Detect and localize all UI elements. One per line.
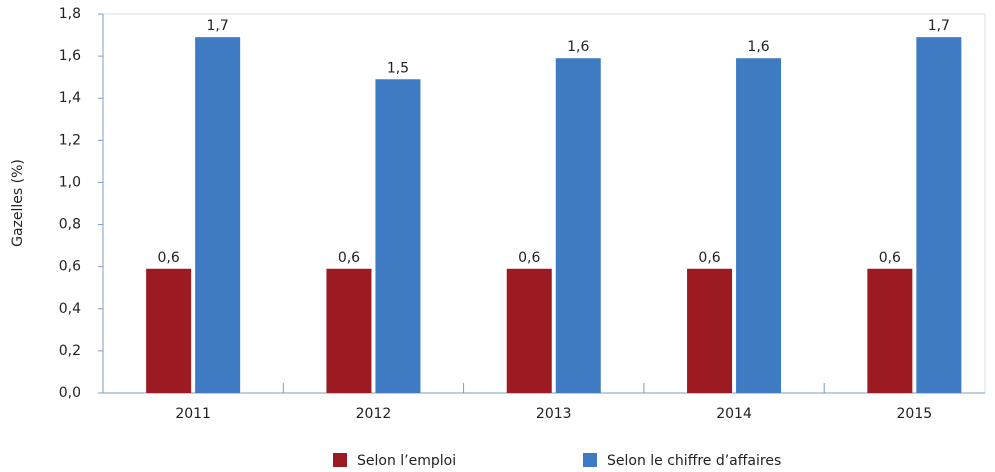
legend-label: Selon le chiffre d’affaires xyxy=(607,453,781,469)
x-tick-label: 2015 xyxy=(897,406,933,422)
legend-swatch xyxy=(583,453,597,467)
value-label: 0,6 xyxy=(698,250,720,266)
y-tick-label: 1,8 xyxy=(59,6,81,22)
y-tick-label: 0,4 xyxy=(59,301,81,317)
bar xyxy=(916,37,962,394)
bar xyxy=(867,268,913,393)
value-label: 1,7 xyxy=(207,18,229,34)
legend-swatch xyxy=(333,453,347,467)
y-tick-label: 1,0 xyxy=(59,174,81,190)
bar xyxy=(687,268,733,393)
bar xyxy=(375,79,421,394)
bar xyxy=(146,268,192,393)
y-tick-label: 0,6 xyxy=(59,259,81,275)
y-tick-label: 1,6 xyxy=(59,48,81,64)
bar xyxy=(326,268,372,393)
y-tick-label: 0,0 xyxy=(59,385,81,401)
value-label: 0,6 xyxy=(518,250,540,266)
bar xyxy=(736,58,782,393)
bar xyxy=(506,268,552,393)
y-axis-label: Gazelles (%) xyxy=(10,159,26,247)
y-tick-label: 0,2 xyxy=(59,343,81,359)
value-label: 0,6 xyxy=(338,250,360,266)
x-tick-label: 2013 xyxy=(536,406,572,422)
value-label: 1,5 xyxy=(387,60,409,76)
y-tick-label: 1,2 xyxy=(59,132,81,148)
y-tick-label: 1,4 xyxy=(59,90,81,106)
value-label: 1,6 xyxy=(747,39,769,55)
bar xyxy=(195,37,241,394)
value-label: 1,7 xyxy=(928,18,950,34)
y-tick-label: 0,8 xyxy=(59,217,81,233)
value-label: 0,6 xyxy=(879,250,901,266)
x-tick-label: 2014 xyxy=(716,406,752,422)
value-label: 1,6 xyxy=(567,39,589,55)
legend-label: Selon l’emploi xyxy=(357,453,456,469)
bar xyxy=(555,58,601,393)
x-tick-label: 2012 xyxy=(356,406,392,422)
value-label: 0,6 xyxy=(158,250,180,266)
x-tick-label: 2011 xyxy=(175,406,211,422)
